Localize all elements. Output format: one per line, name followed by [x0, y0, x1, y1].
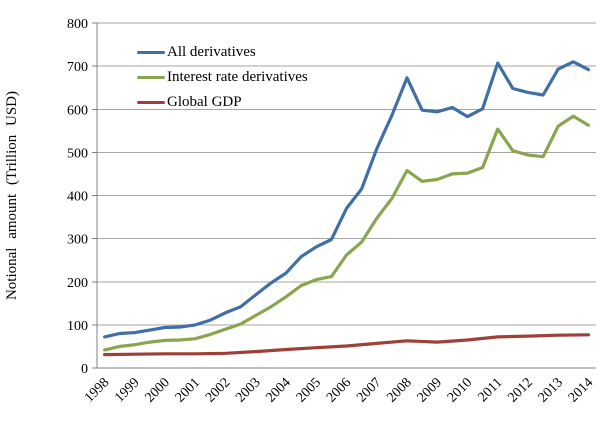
series-line-global-gdp: [102, 333, 591, 357]
legend-item-global-gdp: Global GDP: [137, 90, 308, 115]
x-tick-label: 2008: [384, 375, 414, 405]
legend-swatch-all-derivatives: [137, 51, 165, 54]
x-tick-label: 2014: [566, 375, 596, 405]
legend-label: Interest rate derivatives: [167, 69, 308, 85]
y-tick-label: 600: [67, 103, 88, 118]
x-tick-label: 2004: [263, 375, 293, 405]
x-tick-label: 2000: [142, 375, 172, 405]
legend-item-interest-rate-derivatives: Interest rate derivatives: [137, 65, 308, 90]
y-tick-label: 700: [67, 60, 88, 75]
y-axis-title: Notional amount (Trillion USD): [4, 90, 20, 301]
y-tick-label: 400: [67, 190, 88, 205]
x-tick-label: 2002: [203, 375, 233, 405]
x-tick-label: 2010: [445, 375, 475, 405]
legend-swatch-interest-rate-derivatives: [137, 76, 165, 79]
x-tick-label: 2012: [505, 375, 535, 405]
legend-label: Global GDP: [167, 94, 242, 110]
y-tick-label: 0: [81, 362, 88, 377]
series-line-interest-rate-derivatives: [102, 114, 591, 352]
y-tick-label: 800: [67, 17, 88, 32]
x-tick-label: 1998: [82, 375, 112, 405]
x-tick-label: 2001: [173, 375, 203, 405]
x-tick-label: 2006: [324, 375, 354, 405]
legend-item-all-derivatives: All derivatives: [137, 40, 308, 65]
series-line-all-derivatives: [102, 60, 591, 339]
legend-label: All derivatives: [167, 44, 256, 60]
x-tick-label: 2007: [354, 375, 384, 405]
legend-swatch-global-gdp: [137, 101, 165, 104]
x-tick-label: 2003: [233, 375, 263, 405]
x-tick-label: 2011: [475, 375, 505, 405]
x-tick-label: 1999: [112, 375, 142, 405]
y-tick-label: 100: [67, 319, 88, 334]
x-tick-label: 2013: [536, 375, 566, 405]
y-tick-label: 300: [67, 233, 88, 248]
y-tick-label: 200: [67, 276, 88, 291]
y-tick-label: 500: [67, 146, 88, 161]
x-tick-label: 2005: [294, 375, 324, 405]
x-tick-label: 2009: [415, 375, 445, 405]
legend: All derivatives Interest rate derivative…: [137, 40, 308, 115]
